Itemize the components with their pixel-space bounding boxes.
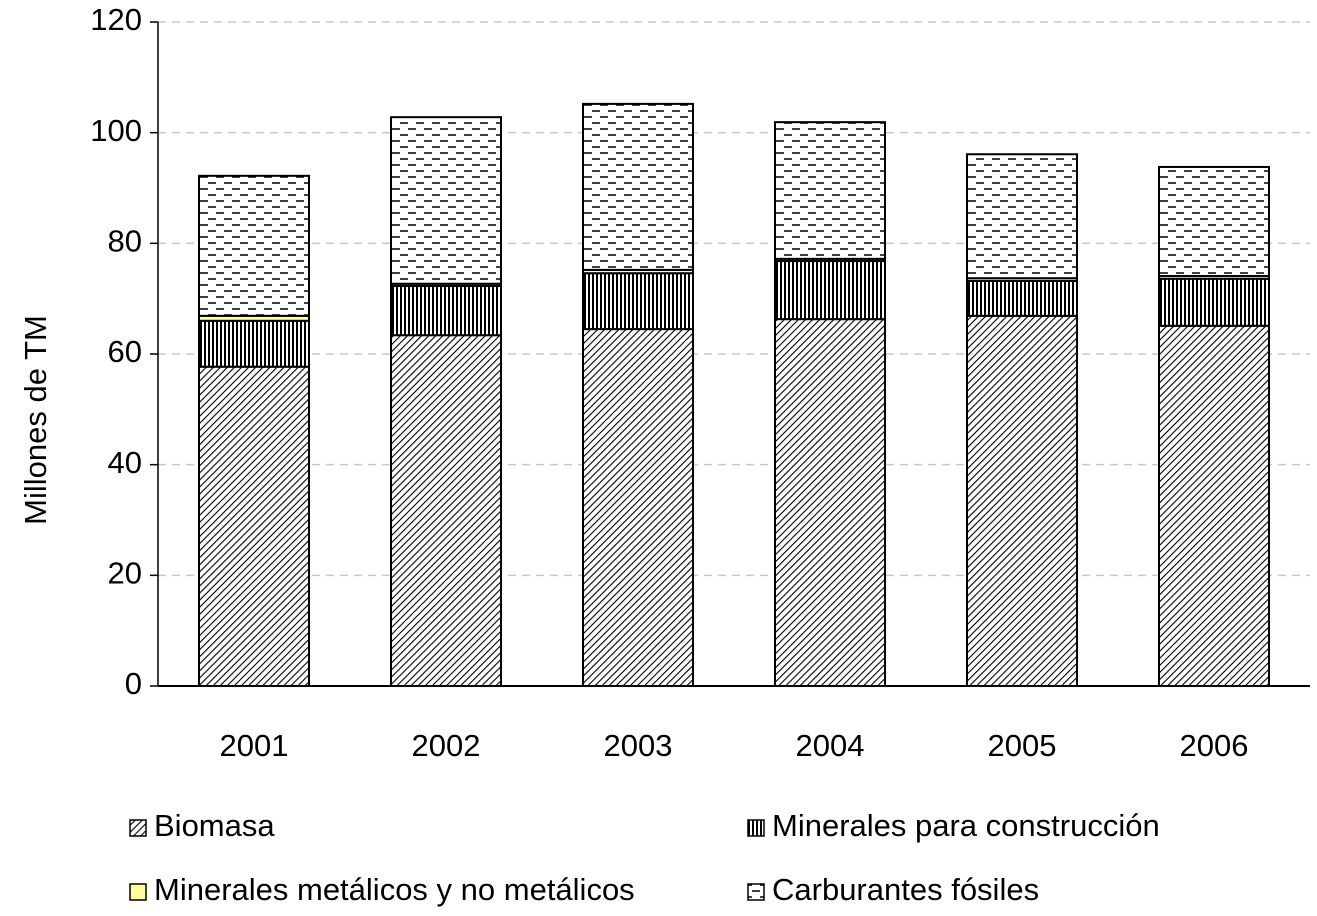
bar-segment [198, 365, 310, 687]
bar-segment [774, 260, 886, 321]
x-tick-label: 2006 [1180, 728, 1249, 763]
y-tick-label: 60 [108, 334, 142, 369]
y-tick-label: 0 [125, 666, 142, 701]
x-tick-label: 2003 [604, 728, 673, 763]
legend-swatch [747, 819, 765, 837]
legend-label: Biomasa [154, 808, 275, 843]
y-tick-label: 120 [90, 2, 142, 37]
bar-segment [582, 328, 694, 687]
bar-segment [774, 121, 886, 260]
bar-segment [390, 116, 502, 285]
bar-segment [198, 174, 310, 317]
legend-swatch [129, 883, 147, 901]
y-tick-label: 20 [108, 556, 142, 591]
bar-segment [390, 284, 502, 337]
bar-segment [198, 319, 310, 368]
legend-swatch [129, 819, 147, 837]
x-tick-label: 2004 [796, 728, 865, 763]
legend-label: Minerales para construcción [772, 808, 1160, 843]
bar-segment [1158, 324, 1270, 687]
y-tick-label: 40 [108, 445, 142, 480]
bar-segment [582, 272, 694, 331]
bar-segment [966, 153, 1078, 280]
legend-swatch [747, 883, 765, 901]
bar-segment [582, 102, 694, 271]
y-tick-label: 80 [108, 224, 142, 259]
bar-segment [1158, 165, 1270, 277]
bar-segment [774, 318, 886, 687]
x-tick-label: 2002 [412, 728, 481, 763]
legend-label: Minerales metálicos y no metálicos [154, 872, 635, 907]
y-tick-label: 100 [90, 113, 142, 148]
bar-segment [966, 314, 1078, 687]
x-tick-label: 2005 [988, 728, 1057, 763]
x-tick-label: 2001 [220, 728, 289, 763]
bar-segment [1158, 277, 1270, 327]
y-axis-label: Millones de TM [18, 315, 53, 525]
bar-segment [390, 334, 502, 687]
bar-segment [966, 279, 1078, 317]
legend-label: Carburantes fósiles [772, 872, 1039, 907]
